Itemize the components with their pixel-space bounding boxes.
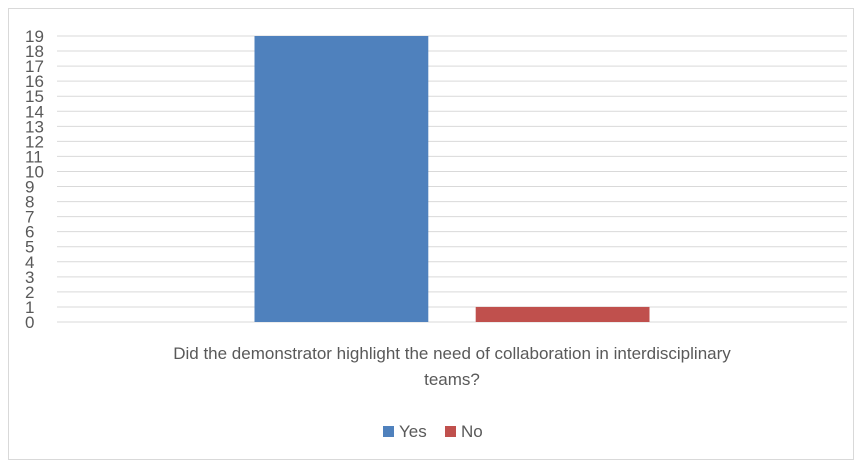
y-tick-label-5: 5 (25, 238, 34, 257)
y-tick-label-8: 8 (25, 193, 34, 212)
y-tick-label-3: 3 (25, 268, 34, 287)
y-tick-label-7: 7 (25, 208, 34, 227)
bar-yes (254, 36, 429, 322)
legend-label-yes: Yes (399, 422, 427, 441)
bar-no (475, 306, 650, 322)
y-tick-label-2: 2 (25, 283, 34, 302)
y-tick-label-13: 13 (25, 117, 44, 136)
y-tick-label-12: 12 (25, 132, 44, 151)
y-tick-label-1: 1 (25, 298, 34, 317)
y-tick-label-17: 17 (25, 57, 44, 76)
category-label-line-2: teams? (424, 370, 480, 389)
y-tick-label-4: 4 (25, 253, 34, 272)
y-tick-label-16: 16 (25, 72, 44, 91)
y-tick-label-10: 10 (25, 162, 44, 181)
y-tick-label-6: 6 (25, 223, 34, 242)
category-label-line-1: Did the demonstrator highlight the need … (173, 344, 731, 363)
y-tick-label-14: 14 (25, 102, 44, 121)
legend-label-no: No (461, 422, 483, 441)
chart-frame: 0 1 2 3 4 5 6 7 8 9 10 11 12 13 14 15 16 17 18 19 Did the de… (8, 8, 854, 460)
y-tick-label-19: 19 (25, 27, 44, 46)
y-tick-label-15: 15 (25, 87, 44, 106)
y-tick-label-11: 11 (25, 147, 43, 166)
y-tick-label-0: 0 (25, 313, 34, 332)
y-tick-label-9: 9 (25, 178, 34, 197)
y-tick-label-18: 18 (25, 42, 44, 61)
legend-swatch-yes (383, 426, 394, 437)
legend-swatch-no (445, 426, 456, 437)
